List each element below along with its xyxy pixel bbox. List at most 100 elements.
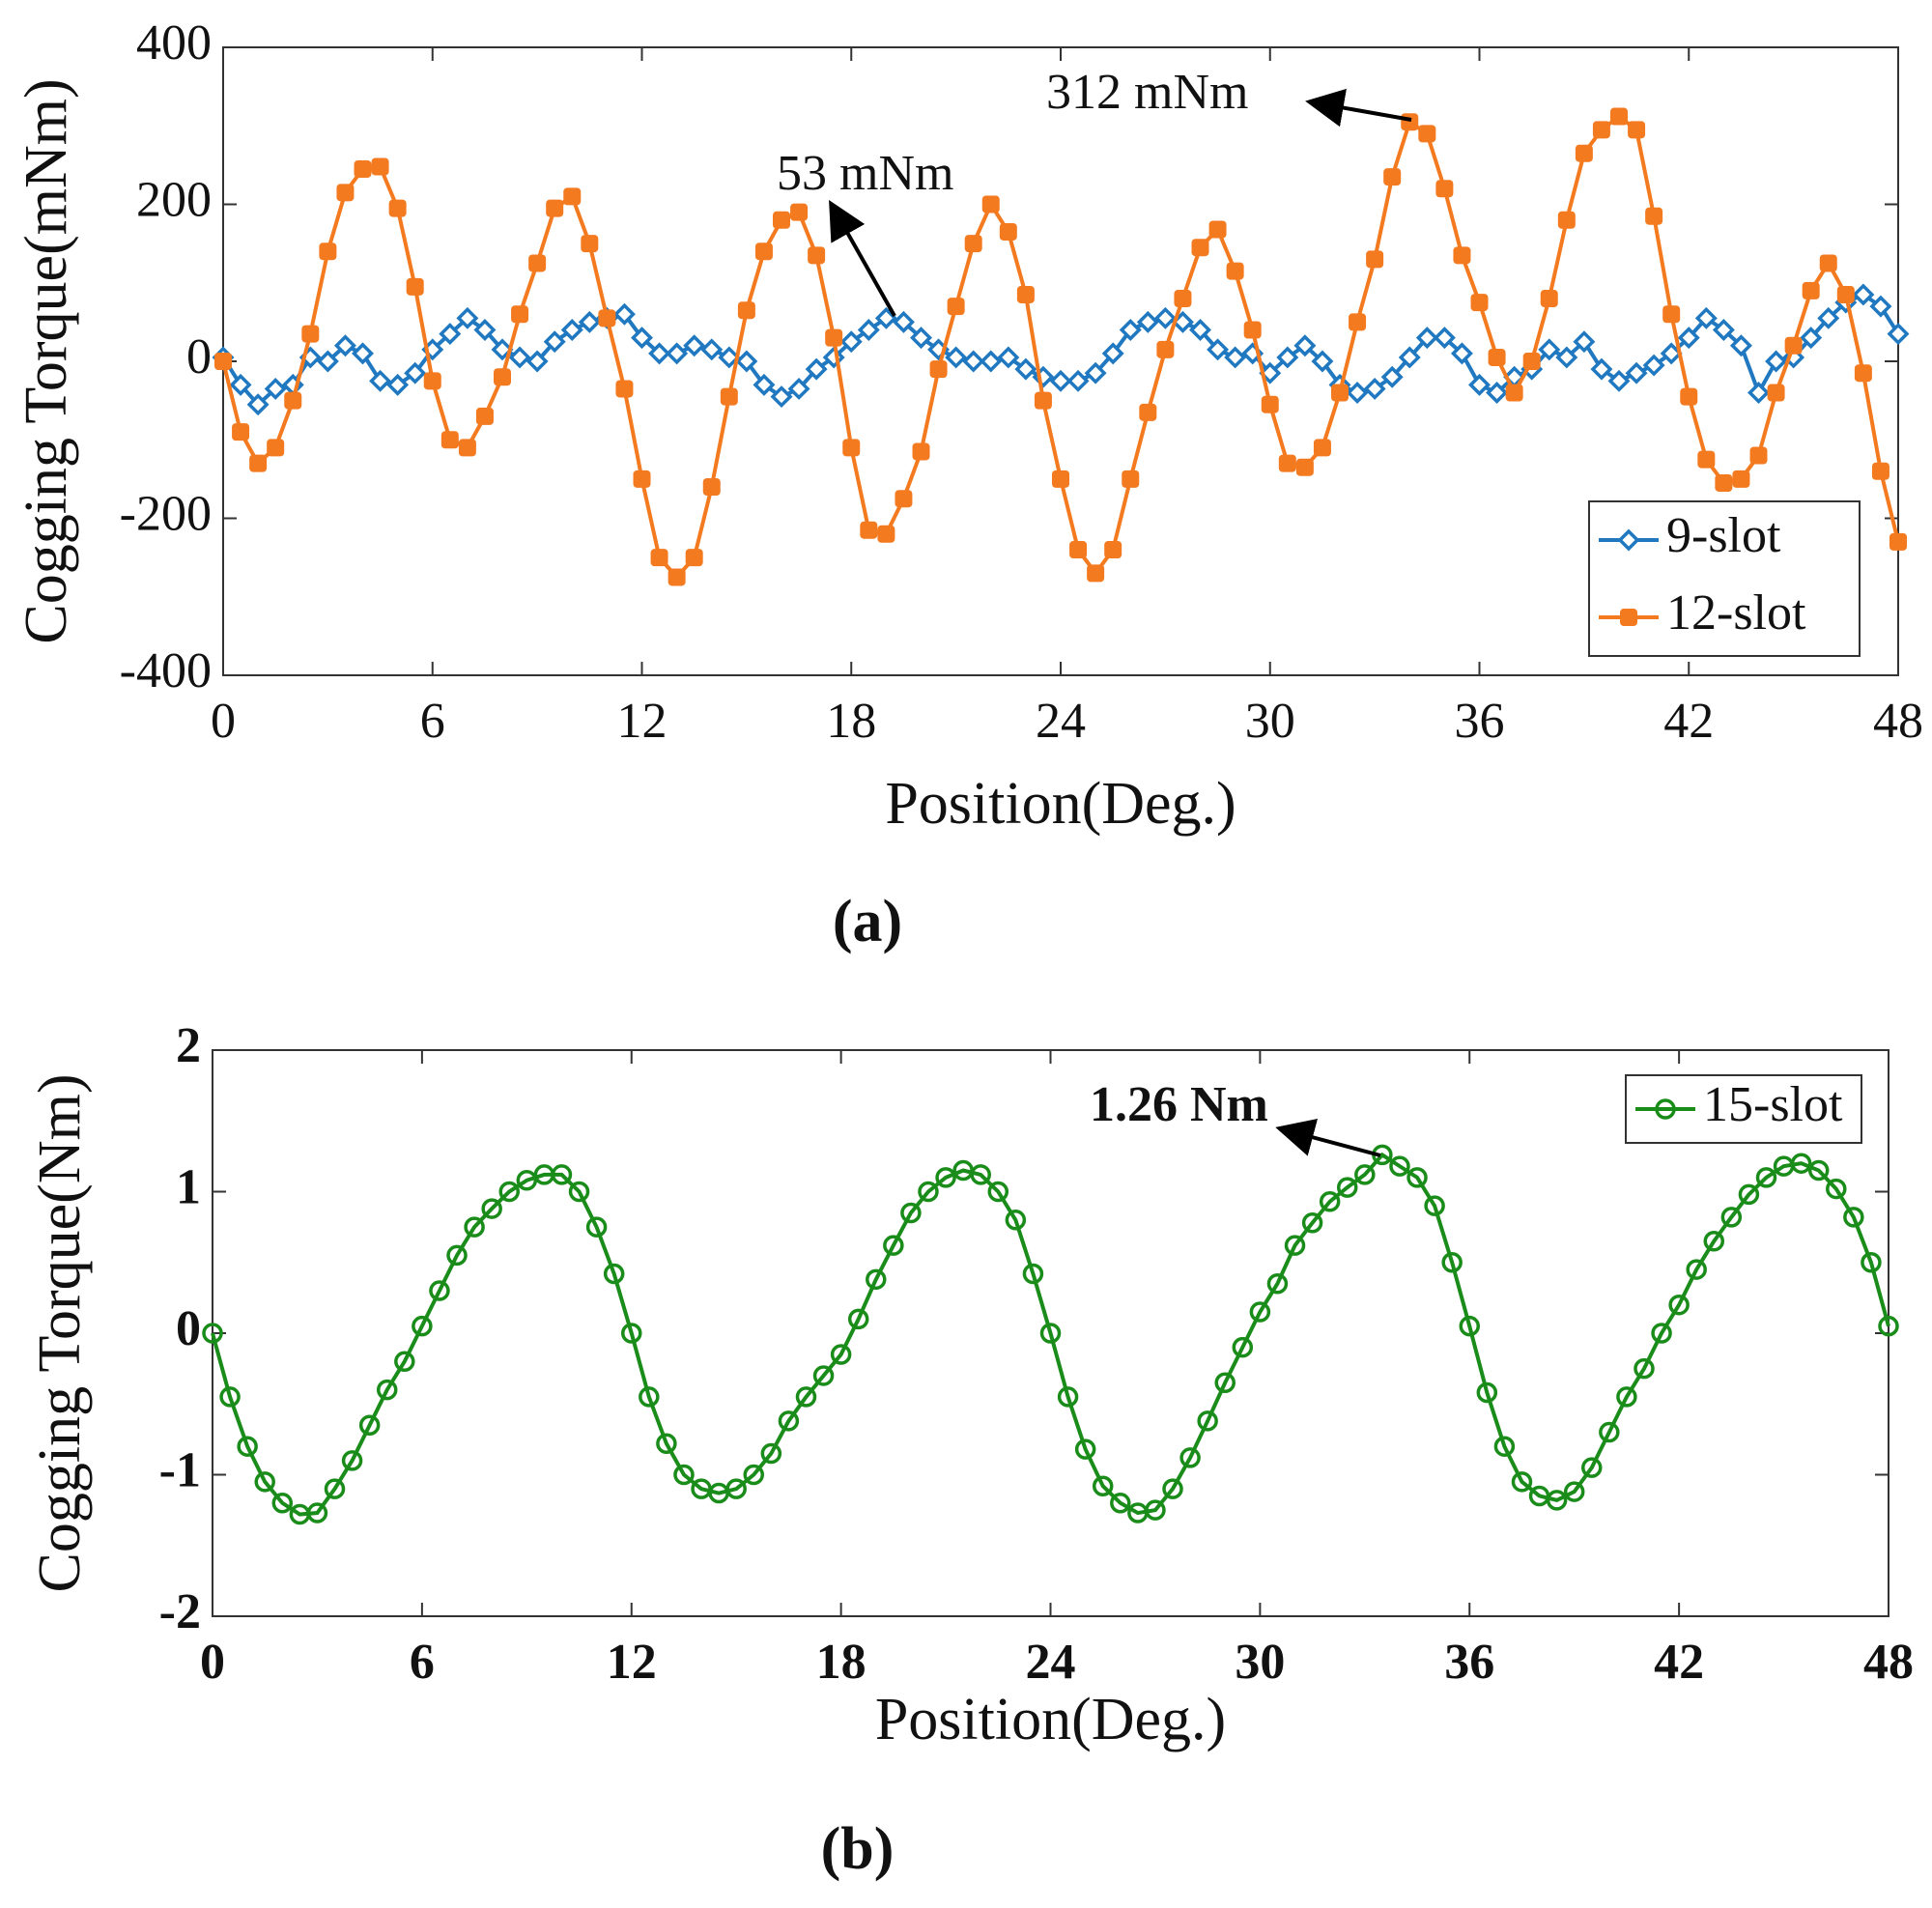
marker: [685, 549, 703, 567]
legend-label: 9-slot: [1666, 508, 1781, 563]
marker: [1826, 1178, 1847, 1200]
marker: [1087, 564, 1105, 583]
x-tick-label: 48: [1873, 694, 1923, 749]
marker: [1380, 365, 1404, 388]
marker: [1680, 387, 1698, 406]
marker: [825, 328, 843, 347]
marker: [423, 372, 441, 390]
marker: [673, 1464, 695, 1486]
marker: [246, 393, 270, 416]
marker: [700, 338, 724, 361]
marker: [1575, 144, 1593, 162]
marker: [999, 222, 1017, 241]
marker: [1738, 1183, 1760, 1206]
marker: [1278, 454, 1296, 472]
marker: [1765, 350, 1788, 373]
x-tick-label: 42: [1663, 694, 1714, 749]
marker: [429, 1280, 450, 1301]
y-tick-label: -400: [120, 643, 212, 698]
marker: [585, 1216, 608, 1238]
marker: [612, 302, 636, 326]
marker: [857, 319, 880, 341]
marker: [1767, 384, 1785, 402]
marker: [964, 235, 982, 253]
marker: [352, 342, 374, 365]
marker: [267, 439, 285, 457]
marker: [511, 305, 529, 324]
marker: [615, 380, 634, 398]
marker: [1433, 327, 1456, 350]
marker: [1694, 306, 1718, 329]
marker: [1110, 1493, 1131, 1514]
marker: [1145, 1499, 1166, 1521]
marker: [1871, 462, 1889, 480]
marker: [1493, 1436, 1516, 1457]
marker: [1197, 1410, 1218, 1432]
marker: [1852, 283, 1875, 306]
marker: [1486, 382, 1509, 404]
marker: [1802, 281, 1820, 299]
x-axis-title: Position(Deg.): [875, 1687, 1226, 1752]
marker: [1453, 246, 1471, 265]
x-tick-label: 36: [1455, 694, 1505, 749]
y-tick-label: -1: [159, 1442, 201, 1497]
marker: [1189, 319, 1211, 341]
marker: [1346, 382, 1369, 404]
marker: [1861, 1252, 1882, 1273]
marker: [753, 373, 776, 396]
marker: [1522, 353, 1541, 370]
marker: [1313, 439, 1331, 457]
marker: [1295, 458, 1314, 476]
marker: [633, 470, 651, 488]
marker: [1301, 1211, 1323, 1234]
marker: [475, 407, 494, 425]
marker: [1119, 319, 1142, 341]
marker: [947, 298, 965, 316]
marker: [581, 235, 599, 253]
marker: [376, 1379, 398, 1401]
marker: [1869, 295, 1892, 318]
marker: [1790, 1153, 1812, 1174]
marker: [1349, 313, 1367, 331]
marker: [1266, 1272, 1289, 1295]
marker: [918, 1181, 939, 1203]
marker: [1441, 1252, 1463, 1273]
marker: [551, 1164, 573, 1185]
series-line: [211, 1152, 1890, 1517]
x-tick-label: 6: [420, 694, 445, 749]
x-tick-label: 24: [1026, 1635, 1076, 1690]
marker: [1276, 346, 1299, 369]
marker: [1136, 310, 1159, 333]
marker: [1039, 1323, 1062, 1344]
annotation: 312 mNm: [1046, 65, 1248, 120]
marker: [271, 1493, 294, 1514]
marker: [412, 1315, 433, 1337]
y-tick-label: 1: [176, 1159, 201, 1214]
marker: [1807, 1159, 1830, 1182]
marker: [1336, 1177, 1358, 1198]
marker: [254, 1471, 275, 1493]
marker: [1836, 285, 1855, 303]
marker: [386, 373, 410, 396]
marker: [1755, 1167, 1777, 1188]
y-axis-title: Cogging Torque(mNm): [14, 78, 79, 643]
marker: [284, 391, 302, 410]
marker: [1634, 1357, 1655, 1380]
marker: [1800, 327, 1823, 350]
marker: [306, 1502, 328, 1524]
marker: [1590, 357, 1613, 381]
marker: [1104, 541, 1122, 558]
x-tick-label: 6: [410, 1635, 435, 1690]
marker: [316, 350, 339, 373]
marker: [1616, 1386, 1637, 1408]
y-tick-label: -2: [159, 1584, 201, 1639]
marker: [935, 1167, 956, 1188]
marker: [1224, 346, 1247, 369]
marker: [1468, 373, 1491, 396]
marker: [341, 1450, 363, 1471]
marker: [406, 277, 424, 296]
marker: [1005, 1210, 1027, 1231]
marker: [1470, 294, 1489, 312]
marker: [720, 387, 738, 406]
marker: [743, 1464, 765, 1486]
